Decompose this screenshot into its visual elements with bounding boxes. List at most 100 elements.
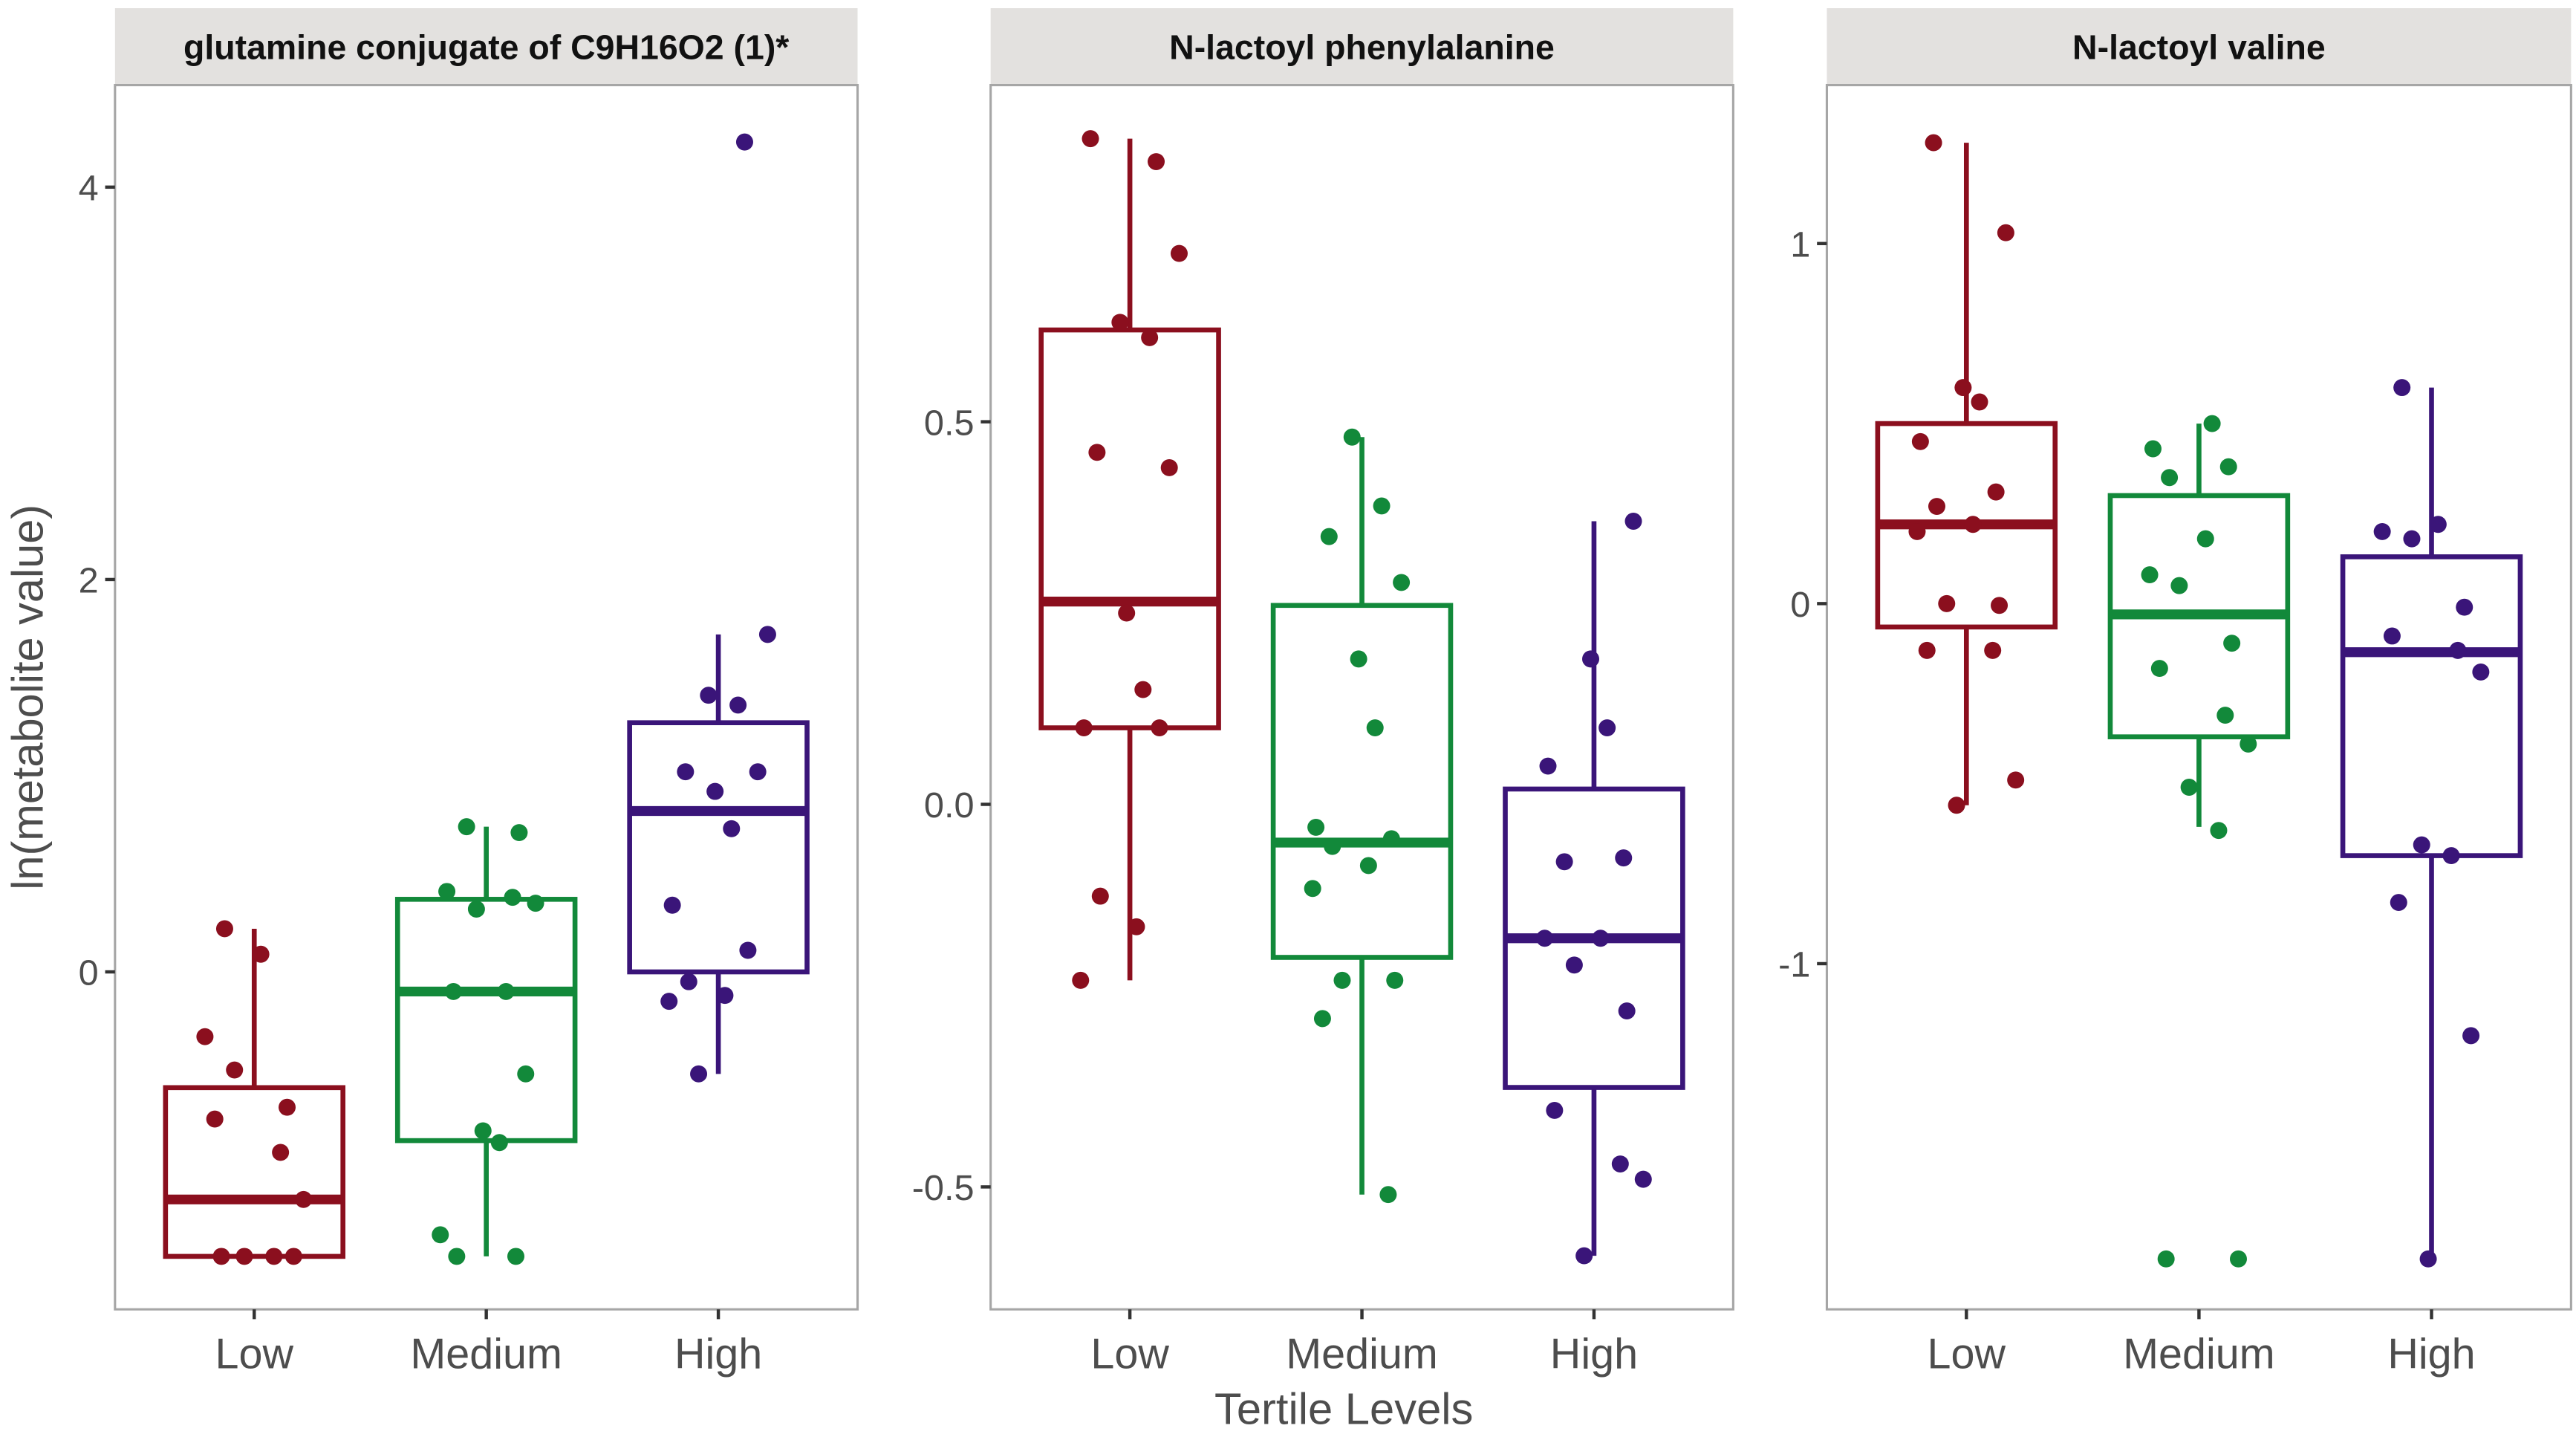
data-point: [212, 1248, 230, 1265]
data-point: [2007, 771, 2025, 789]
box-iqr: [1038, 327, 1221, 730]
data-point: [2150, 660, 2168, 678]
facet-strip: [990, 8, 1734, 85]
x-tick-label: Low: [215, 1331, 294, 1378]
y-tick-label: -0.5: [912, 1168, 975, 1208]
data-point: [2240, 735, 2257, 753]
box-group-high: [1503, 513, 1685, 1265]
data-point: [1918, 641, 1936, 659]
data-point: [2403, 530, 2421, 548]
data-point: [690, 1065, 708, 1083]
x-axis-title: Tertile Levels: [1214, 1384, 1473, 1433]
data-point: [1134, 681, 1152, 698]
box-group-low: [1875, 134, 2058, 814]
data-point: [2393, 379, 2411, 397]
data-point: [1565, 956, 1583, 974]
data-point: [1386, 971, 1404, 989]
data-point: [2144, 440, 2162, 458]
data-point: [1938, 594, 1956, 612]
data-point: [1118, 604, 1136, 622]
data-point: [1373, 497, 1391, 515]
data-point: [2429, 516, 2447, 533]
data-point: [1592, 930, 1610, 947]
data-point: [1928, 498, 1945, 515]
data-point: [1160, 458, 1178, 476]
facet-title: N-lactoyl phenylalanine: [1169, 27, 1555, 66]
data-point: [1987, 483, 2005, 501]
x-tick-label: Low: [1928, 1331, 2006, 1378]
data-point: [1111, 314, 1129, 331]
data-point: [265, 1248, 283, 1265]
data-point: [723, 820, 741, 837]
box-group-medium: [394, 818, 578, 1265]
data-point: [1624, 513, 1642, 530]
panels-group: glutamine conjugate of C9H16O2 (1)* 0 2 4 Lo…: [79, 8, 2572, 1378]
data-point: [1382, 830, 1400, 848]
data-point: [1598, 719, 1616, 737]
data-point: [2216, 707, 2234, 724]
data-point: [1151, 719, 1168, 737]
box-iqr: [394, 897, 578, 1144]
data-point: [2223, 635, 2241, 652]
data-point: [1075, 719, 1093, 737]
data-point: [660, 993, 678, 1011]
facet-strip: [1827, 8, 2572, 85]
data-point: [1555, 853, 1573, 871]
data-point: [1307, 818, 1325, 836]
data-point: [444, 982, 462, 1000]
data-point: [284, 1248, 302, 1265]
data-point: [474, 1122, 492, 1140]
data-point: [2419, 1250, 2437, 1268]
plot-area: [1825, 84, 2572, 1311]
data-point: [758, 626, 776, 643]
data-point: [467, 901, 485, 918]
data-point: [2390, 894, 2407, 912]
data-point: [2442, 847, 2460, 865]
data-point: [1615, 849, 1633, 867]
facet-strip: [114, 8, 858, 85]
box-group-high: [2340, 379, 2523, 1268]
data-point: [1925, 134, 1942, 152]
facet-panel: N-lactoyl phenylalanine -0.5 0.0 0.5 Low Medi…: [912, 8, 1734, 1378]
data-point: [706, 782, 724, 800]
data-point: [1954, 379, 1972, 397]
data-point: [1091, 887, 1109, 905]
data-point: [677, 763, 695, 781]
x-tick-label: High: [2387, 1331, 2475, 1378]
box-group-medium: [2107, 415, 2291, 1268]
data-point: [1088, 444, 1106, 461]
box-group-high: [627, 133, 810, 1083]
data-point: [739, 941, 757, 959]
data-point: [1082, 130, 1099, 148]
y-tick-label: 1: [1790, 224, 1810, 265]
data-point: [252, 945, 270, 963]
data-point: [700, 687, 718, 704]
data-point: [2196, 530, 2214, 548]
data-point: [278, 1098, 296, 1116]
data-point: [438, 883, 456, 901]
data-point: [2449, 641, 2467, 659]
data-point: [2373, 522, 2391, 540]
y-tick-label: 2: [79, 561, 99, 601]
data-point: [206, 1110, 224, 1128]
data-point: [2161, 469, 2179, 487]
data-point: [196, 1028, 214, 1045]
data-point: [729, 696, 747, 714]
data-point: [1611, 1155, 1629, 1172]
y-tick-label: -1: [1778, 945, 1810, 985]
data-point: [1170, 244, 1188, 262]
box-iqr: [1270, 603, 1454, 960]
data-point: [2141, 566, 2159, 584]
data-point: [1582, 650, 1600, 668]
data-point: [1618, 1002, 1636, 1020]
data-point: [1575, 1247, 1593, 1265]
data-point: [226, 1061, 244, 1079]
data-point: [1971, 393, 1988, 411]
data-point: [507, 1248, 524, 1265]
data-point: [1304, 880, 1321, 898]
data-point: [215, 920, 233, 938]
facet-panel: N-lactoyl valine -1 0 1 Low Medium High: [1778, 8, 2572, 1378]
y-tick-label: 4: [79, 169, 99, 209]
data-point: [1948, 797, 1965, 814]
